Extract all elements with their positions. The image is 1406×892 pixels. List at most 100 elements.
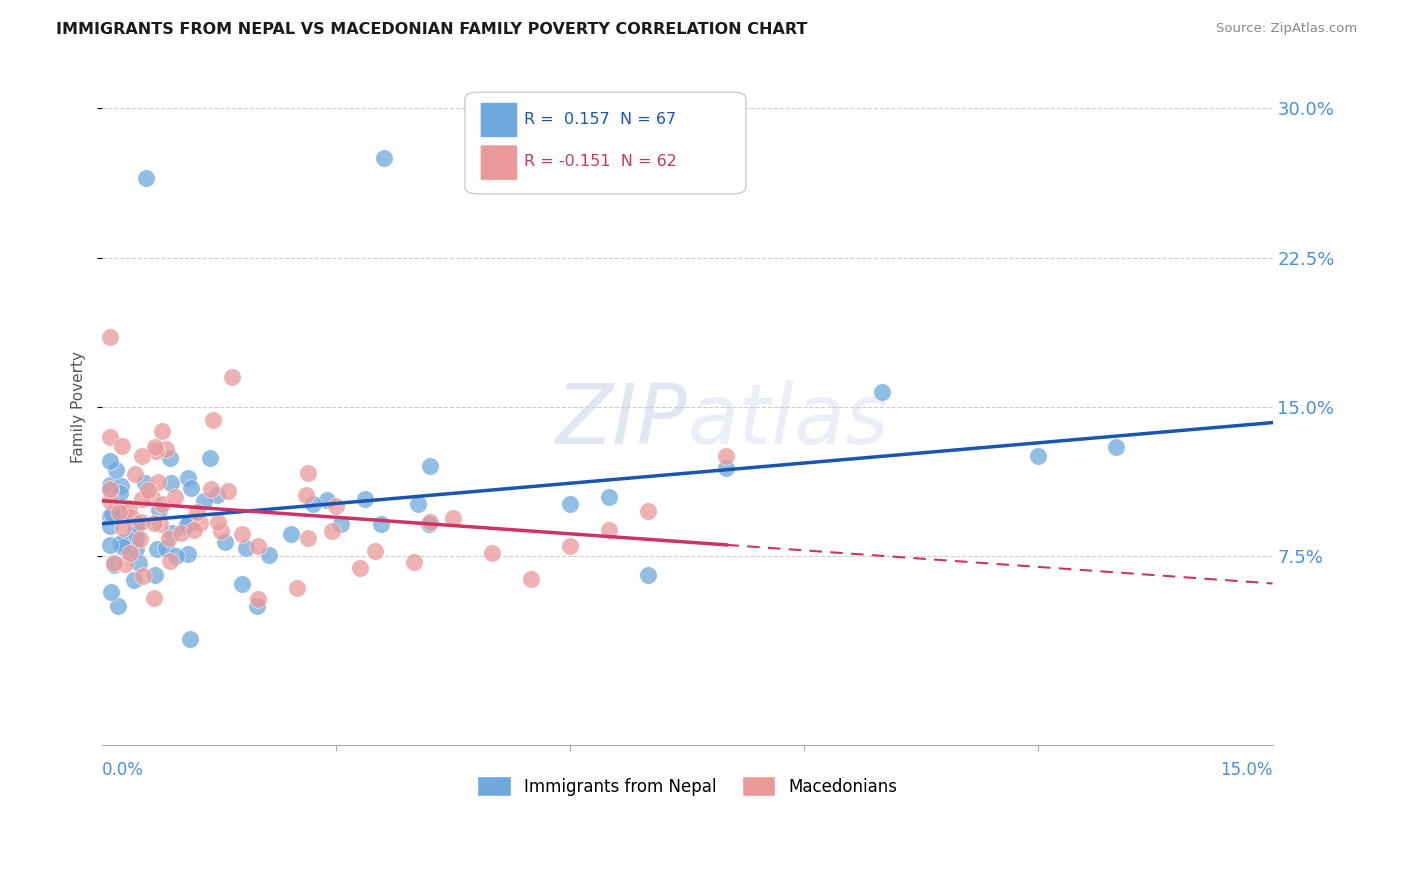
- Point: [111, 521, 134, 535]
- Point: [176, 516, 198, 531]
- Point: [165, 491, 187, 505]
- Point: [716, 449, 738, 463]
- Point: [160, 526, 183, 541]
- Point: [150, 497, 173, 511]
- Point: [135, 171, 157, 186]
- Point: [111, 439, 134, 453]
- Text: R = -0.151  N = 62: R = -0.151 N = 62: [523, 154, 676, 169]
- Point: [111, 541, 134, 555]
- Point: [110, 508, 132, 522]
- Point: [103, 558, 125, 572]
- Point: [98, 454, 121, 468]
- Point: [560, 497, 582, 511]
- Point: [418, 517, 440, 532]
- Point: [98, 483, 121, 497]
- Text: IMMIGRANTS FROM NEPAL VS MACEDONIAN FAMILY POVERTY CORRELATION CHART: IMMIGRANTS FROM NEPAL VS MACEDONIAN FAMI…: [56, 22, 807, 37]
- Point: [98, 508, 121, 523]
- FancyBboxPatch shape: [481, 145, 517, 180]
- Point: [214, 534, 236, 549]
- Point: [285, 581, 308, 595]
- Point: [98, 429, 121, 443]
- Point: [105, 463, 128, 477]
- Point: [170, 525, 193, 540]
- Point: [124, 524, 146, 538]
- Point: [231, 527, 253, 541]
- Point: [114, 558, 136, 572]
- Point: [325, 499, 347, 513]
- Point: [108, 505, 131, 519]
- Point: [124, 467, 146, 481]
- Point: [98, 538, 121, 552]
- Point: [186, 505, 208, 519]
- Point: [297, 466, 319, 480]
- Point: [217, 483, 239, 498]
- Text: R =  0.157  N = 67: R = 0.157 N = 67: [523, 112, 676, 127]
- Point: [108, 486, 131, 500]
- Point: [128, 532, 150, 546]
- Point: [120, 509, 142, 524]
- Point: [134, 476, 156, 491]
- Point: [118, 546, 141, 560]
- Point: [406, 497, 429, 511]
- Point: [321, 524, 343, 538]
- Point: [221, 370, 243, 384]
- Point: [100, 584, 122, 599]
- Point: [200, 482, 222, 496]
- Text: 0.0%: 0.0%: [103, 761, 143, 780]
- Point: [246, 599, 269, 614]
- Point: [131, 515, 153, 529]
- Point: [165, 549, 187, 563]
- Point: [131, 491, 153, 506]
- Point: [177, 547, 200, 561]
- Point: [174, 519, 197, 533]
- Text: atlas: atlas: [688, 380, 889, 461]
- Point: [441, 511, 464, 525]
- Point: [419, 515, 441, 529]
- Point: [155, 541, 177, 555]
- Point: [560, 539, 582, 553]
- Point: [520, 572, 543, 586]
- Point: [353, 491, 375, 506]
- Point: [132, 569, 155, 583]
- Point: [364, 543, 387, 558]
- Point: [302, 497, 325, 511]
- Point: [98, 493, 121, 508]
- Point: [637, 568, 659, 582]
- Point: [176, 471, 198, 485]
- Point: [872, 384, 894, 399]
- Point: [188, 516, 211, 531]
- Point: [98, 330, 121, 344]
- Point: [419, 459, 441, 474]
- Point: [118, 500, 141, 515]
- Point: [150, 424, 173, 438]
- Point: [235, 541, 257, 556]
- Point: [373, 151, 395, 165]
- Point: [128, 556, 150, 570]
- Point: [141, 490, 163, 504]
- Point: [598, 491, 620, 505]
- Point: [98, 477, 121, 491]
- Point: [143, 440, 166, 454]
- Point: [207, 515, 229, 529]
- Point: [207, 488, 229, 502]
- Point: [179, 632, 201, 646]
- Point: [107, 507, 129, 521]
- Point: [193, 493, 215, 508]
- Point: [142, 591, 165, 605]
- Point: [110, 479, 132, 493]
- Point: [124, 574, 146, 588]
- Point: [294, 488, 316, 502]
- FancyBboxPatch shape: [465, 92, 747, 194]
- Point: [316, 492, 339, 507]
- Point: [143, 516, 166, 530]
- Point: [143, 568, 166, 582]
- Point: [145, 542, 167, 557]
- Point: [280, 526, 302, 541]
- Point: [159, 554, 181, 568]
- Point: [131, 450, 153, 464]
- Point: [404, 555, 426, 569]
- Point: [107, 599, 129, 614]
- Point: [148, 503, 170, 517]
- Point: [159, 451, 181, 466]
- Point: [598, 523, 620, 537]
